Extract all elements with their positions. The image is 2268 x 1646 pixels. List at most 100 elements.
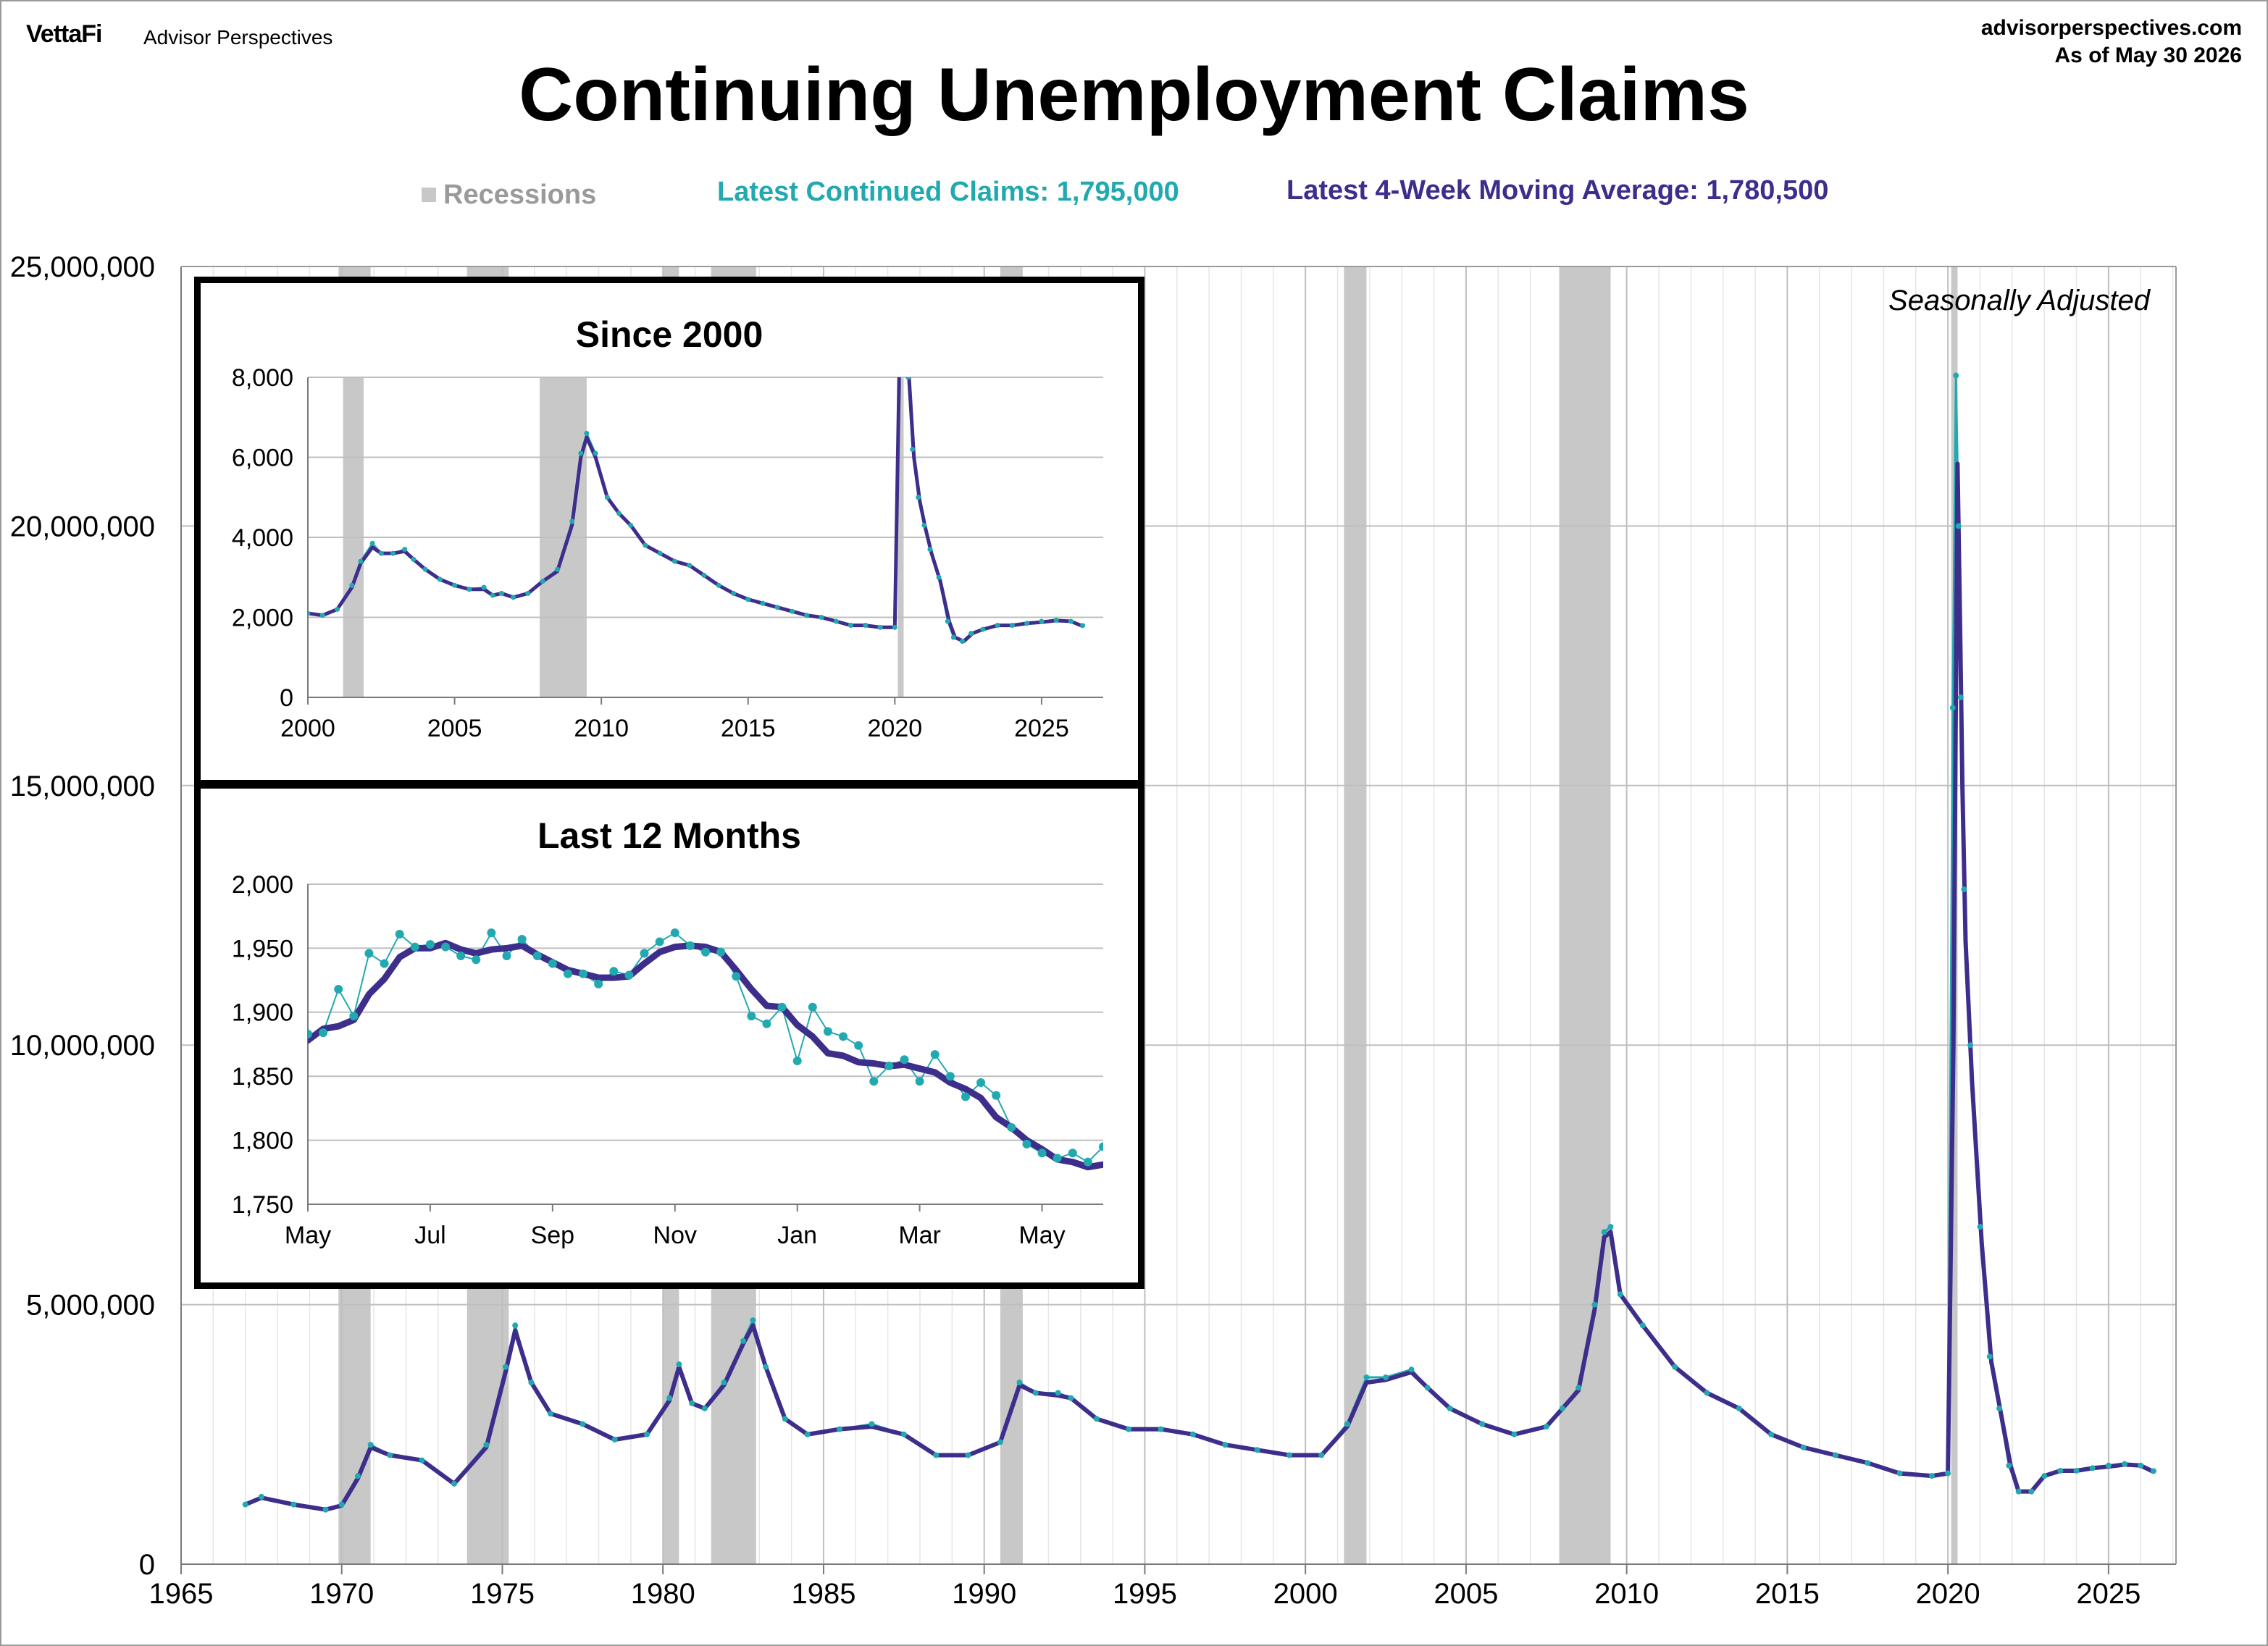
claims-data-point [1037,1149,1047,1158]
claims-data-point [624,970,634,980]
brand-subtitle: Advisor Perspectives [143,26,333,49]
x-tick-label: 1965 [149,1578,214,1610]
legend-recessions: Recessions [422,180,596,211]
claims-data-point [242,1501,248,1508]
claims-data-point [777,1002,787,1012]
x-tick-label: May [1018,1222,1065,1249]
claims-data-point [411,556,417,562]
claims-data-point [322,1506,329,1513]
claims-data-point [258,1493,264,1500]
claims-data-point [1318,1452,1325,1458]
inset-last-12-months-title: Last 12 Months [537,815,801,856]
claims-data-point [594,979,603,988]
claims-data-point [290,1501,297,1508]
claims-data-point [563,969,572,978]
inset-last-12-months: Last 12 Months May Jul Sep Nov Jan Mar May 1,75… [194,782,1145,1289]
claims-data-point [2105,1462,2112,1469]
claims-data-point [456,952,466,961]
claims-data-point [1953,372,1959,379]
claims-data-point [338,1501,345,1508]
claims-data-point [2150,1468,2156,1474]
claims-data-point [2006,1462,2012,1469]
claims-data-point [422,566,428,572]
x-tick-label: 2025 [2076,1578,2141,1610]
x-tick-label: 1975 [470,1578,535,1610]
claims-data-point [721,1380,727,1386]
claims-data-point [643,542,648,548]
claims-data-point [354,1473,361,1479]
claims-data-point [1024,621,1030,626]
claims-data-point [670,928,679,938]
claims-data-point [528,1380,535,1386]
claims-data-point [804,613,810,618]
claims-data-point [1080,623,1086,629]
claims-data-point [976,1078,986,1088]
claims-data-point [1996,1405,2003,1411]
claims-data-point [319,1028,328,1038]
claims-data-point [2089,1465,2096,1471]
claims-data-point [1559,1405,1565,1411]
claims-data-point [2073,1467,2080,1474]
claims-data-point [1424,1385,1431,1391]
claims-data-point [671,558,677,564]
x-tick-label: 2015 [721,715,776,742]
claims-data-point [685,941,695,950]
y-tick-label: 6,000 [232,444,293,471]
claims-data-point [730,590,736,596]
x-tick-label: Nov [653,1222,697,1249]
claims-data-point [903,335,908,340]
claims-data-point [1800,1444,1807,1450]
claims-data-point [1957,694,1964,700]
y-tick-label: 15,000,000 [10,770,155,802]
claims-data-point [1344,1421,1350,1427]
claims-data-point [1945,1470,1951,1477]
claims-data-point [1832,1452,1838,1458]
claims-data-point [2041,1473,2048,1479]
claims-data-point [387,1452,393,1458]
claims-data-point [837,1426,843,1432]
legend-recessions-label: Recessions [443,180,597,210]
claims-data-point [863,623,869,629]
claims-series-line [308,931,1103,1163]
legend-latest-claims: Latest Continued Claims: 1,795,000 [717,177,1179,207]
claims-data-point [921,522,927,528]
claims-data-point [762,1019,771,1028]
claims-data-point [628,522,634,528]
legend-latest-moving-average: Latest 4-Week Moving Average: 1,780,500 [1286,175,1829,206]
claims-data-point [927,547,933,553]
claims-data-point [839,1032,848,1041]
y-tick-label: 5,000,000 [26,1290,155,1322]
claims-data-point [905,377,911,380]
claims-data-point [2122,1461,2128,1467]
claims-data-point [579,1421,586,1427]
claims-data-point [579,969,588,978]
x-tick-label: 1980 [631,1578,695,1610]
claims-data-point [1543,1424,1549,1430]
claims-data-point [1068,1395,1074,1401]
claims-data-point [308,610,311,616]
claims-data-point [349,582,355,588]
claims-data-point [930,1050,940,1059]
claims-data-point [869,1077,879,1086]
claims-data-point [1053,1154,1062,1163]
recession-swatch [422,188,436,202]
claims-data-point [1055,1390,1061,1396]
claims-data-point [2138,1462,2144,1469]
claims-data-point [701,947,710,957]
claims-data-point [451,1480,457,1487]
source-info: advisorperspectives.com As of May 30 202… [1981,14,2242,70]
claims-data-point [1479,1421,1486,1427]
claims-data-point [1672,1364,1678,1370]
claims-data-point [945,1072,955,1081]
x-tick-label: Jan [777,1222,817,1249]
claims-data-point [512,1322,519,1329]
claims-data-point [419,1457,425,1464]
x-tick-label: Mar [898,1222,941,1249]
claims-data-point [933,1452,940,1458]
claims-data-point [1068,1149,1077,1158]
y-tick-label: 25,000,000 [10,251,155,283]
y-tick-label: 10,000,000 [10,1030,155,1062]
claims-data-point [833,618,839,624]
claims-data-point [1009,623,1015,629]
